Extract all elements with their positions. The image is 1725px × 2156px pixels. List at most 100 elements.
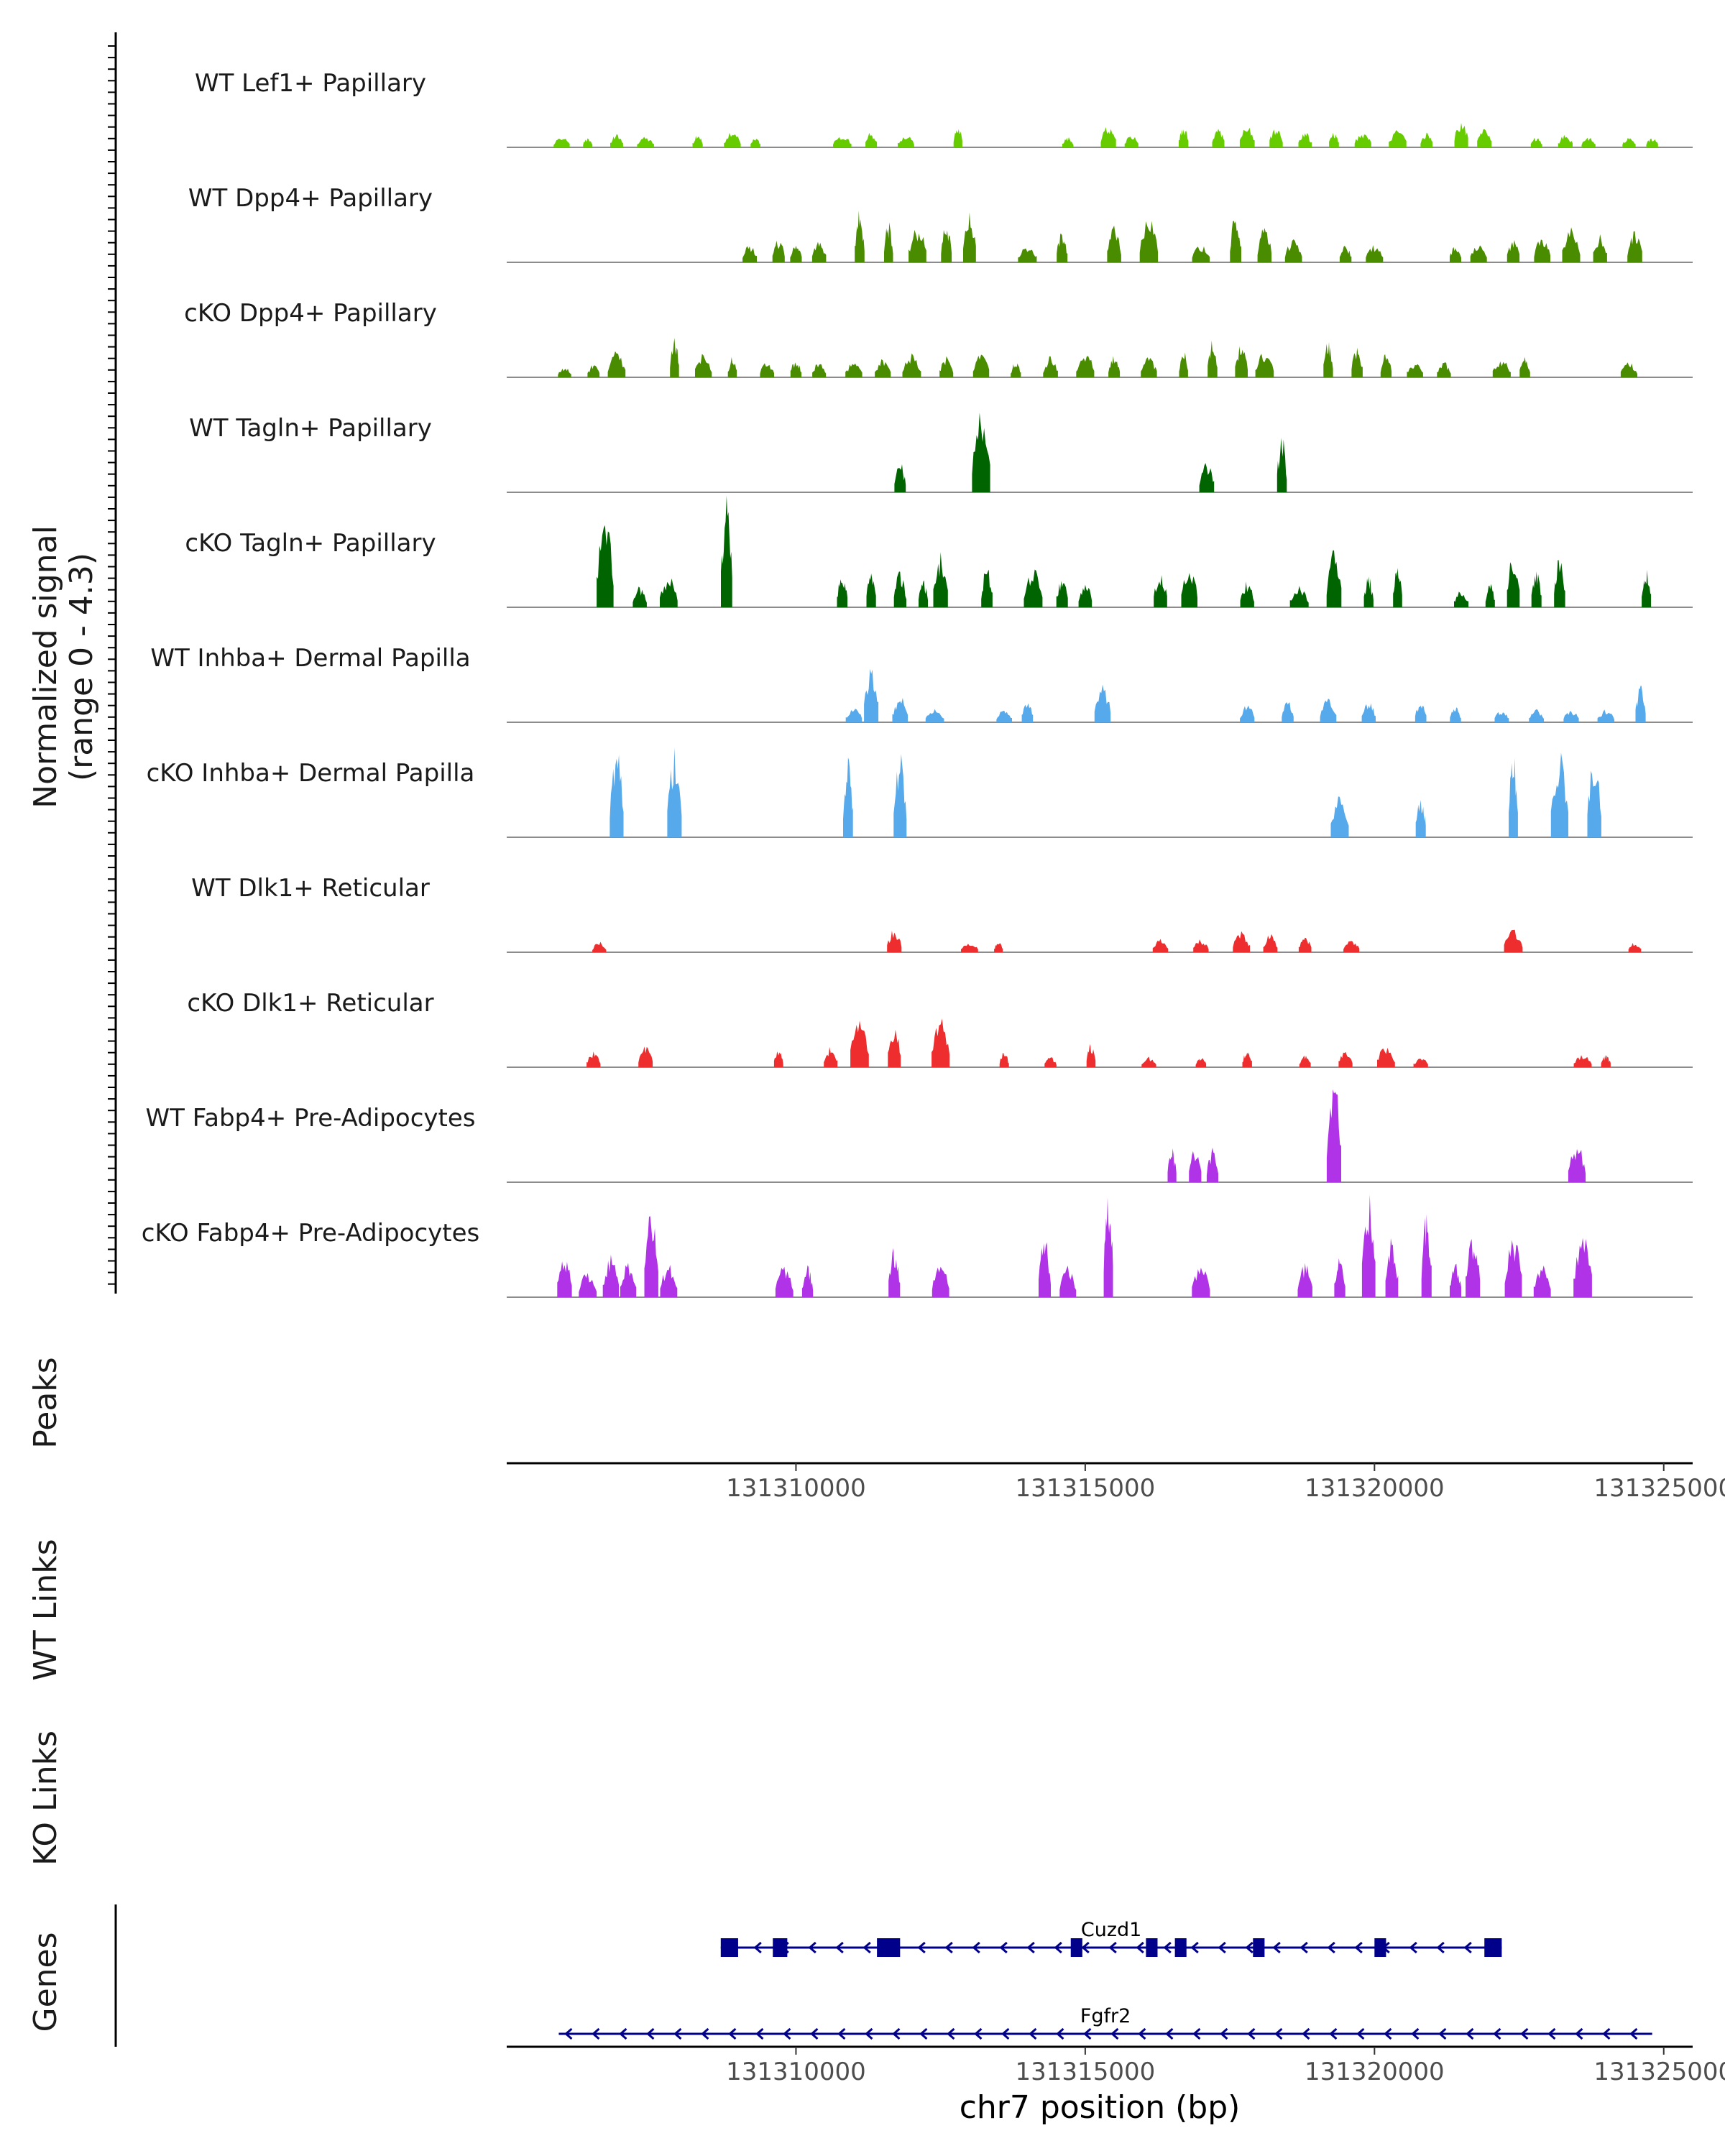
coverage-peak xyxy=(695,354,712,377)
coverage-peak xyxy=(1263,934,1278,952)
strand-arrow xyxy=(783,2027,791,2040)
coverage-peak xyxy=(1504,929,1523,952)
coverage-peak xyxy=(1533,1265,1551,1297)
coverage-peak xyxy=(620,1263,637,1297)
coverage-peak xyxy=(1601,1055,1611,1067)
coverage-peak xyxy=(1039,1242,1051,1297)
coverage-track: cKO Inhba+ Dermal Papilla xyxy=(147,747,1693,838)
strand-arrow xyxy=(862,1941,871,1954)
coverage-peak xyxy=(727,356,737,377)
coverage-peak xyxy=(1339,246,1352,262)
coverage-peak xyxy=(1057,234,1068,262)
coverage-peak xyxy=(1642,570,1652,607)
coverage-peak xyxy=(898,137,914,147)
coverage-peak xyxy=(953,129,962,147)
coverage-peak xyxy=(845,709,862,722)
strand-arrow xyxy=(1329,2027,1338,2040)
coverage-peak xyxy=(1235,346,1248,377)
coverage-peak xyxy=(724,132,741,147)
coverage-peak xyxy=(602,1254,620,1297)
coverage-peak xyxy=(1330,796,1349,837)
track-label: WT Fabp4+ Pre-Adipocytes xyxy=(146,1104,476,1133)
coverage-peak xyxy=(1269,129,1283,147)
coverage-peak xyxy=(887,931,902,952)
coverage-peak xyxy=(833,137,852,147)
track-label: cKO Dpp4+ Papillary xyxy=(184,299,437,328)
coverage-peak xyxy=(893,754,907,837)
coverage-peak xyxy=(1282,702,1294,722)
exon xyxy=(773,1938,788,1957)
coverage-peak xyxy=(972,354,990,377)
coverage-peak xyxy=(1062,137,1074,147)
coverage-peak xyxy=(1620,362,1637,377)
coverage-peak xyxy=(1534,239,1550,262)
track-label: WT Inhba+ Dermal Papilla xyxy=(150,644,470,673)
coverage-peak xyxy=(1141,1056,1156,1067)
coverage-peak xyxy=(1141,357,1157,377)
coverage-peak xyxy=(1181,573,1197,607)
coverage-peak xyxy=(811,241,827,262)
coverage-peak xyxy=(610,755,624,837)
coverage-peak xyxy=(902,353,921,377)
coverage-axis-title: Normalized signal xyxy=(27,525,64,808)
strand-arrow xyxy=(1436,1941,1445,1954)
exon xyxy=(1174,1938,1187,1957)
exon xyxy=(877,1938,901,1957)
strand-arrow xyxy=(999,1941,1008,1954)
coverage-peak xyxy=(1239,127,1255,147)
coverage-peak xyxy=(1107,225,1121,262)
coverage-peak xyxy=(1323,342,1333,377)
strand-arrow xyxy=(810,2027,819,2040)
coverage-peak xyxy=(994,943,1003,952)
strand-arrow xyxy=(1411,2027,1420,2040)
coverage-peak xyxy=(1284,239,1302,262)
strand-arrow xyxy=(835,1941,844,1954)
coverage-peak xyxy=(1437,362,1451,377)
strand-arrow xyxy=(1056,2027,1064,2040)
coverage-peak xyxy=(1354,134,1371,147)
coverage-peak xyxy=(875,359,891,377)
coverage-peak xyxy=(1179,129,1189,147)
strand-arrow xyxy=(1438,2027,1447,2040)
gene-model: Fgfr2 xyxy=(558,2005,1652,2040)
strand-arrow xyxy=(1218,1941,1226,1954)
coverage-peak xyxy=(583,138,593,147)
coverage-peak xyxy=(592,941,607,952)
coverage-peak xyxy=(801,1265,814,1297)
coverage-peak xyxy=(1167,1148,1177,1182)
coverage-peak xyxy=(855,211,865,262)
coverage-peak xyxy=(1563,711,1579,722)
coverage-peak xyxy=(1597,709,1614,722)
strand-arrow xyxy=(1272,1941,1281,1954)
coverage-peak xyxy=(1192,1267,1210,1297)
strand-arrow xyxy=(1409,1941,1417,1954)
coverage-peak xyxy=(1363,576,1374,607)
coverage-peak xyxy=(1195,1058,1207,1067)
strand-arrow xyxy=(1136,1941,1144,1954)
coverage-peak xyxy=(824,1046,838,1067)
coverage-peak xyxy=(1573,1238,1592,1297)
coverage-peak xyxy=(1212,129,1225,147)
coverage-peak xyxy=(638,1046,653,1067)
coverage-peak xyxy=(750,139,760,147)
coverage-peak xyxy=(1338,1051,1353,1067)
coverage-peak xyxy=(597,525,614,607)
coverage-peak xyxy=(963,212,976,262)
coverage-peak xyxy=(1276,438,1287,492)
coverage-peak xyxy=(1519,356,1530,377)
coverage-peak xyxy=(1366,245,1384,262)
coverage-peak xyxy=(553,138,570,147)
x-tick-label: 131325000 xyxy=(1593,2058,1725,2086)
coverage-peak xyxy=(1192,246,1210,262)
coverage-peak xyxy=(1298,937,1312,952)
coverage-peak xyxy=(1492,361,1511,377)
coverage-peak xyxy=(1326,1089,1341,1182)
coverage-peak xyxy=(1206,1147,1218,1182)
strand-arrow xyxy=(892,2027,901,2040)
coverage-peak xyxy=(1329,132,1339,147)
strand-arrow xyxy=(701,2027,709,2040)
coverage-peak xyxy=(1086,1044,1096,1067)
coverage-peak xyxy=(1297,1263,1312,1297)
coverage-peak xyxy=(1326,550,1342,607)
coverage-peak xyxy=(1531,571,1542,607)
